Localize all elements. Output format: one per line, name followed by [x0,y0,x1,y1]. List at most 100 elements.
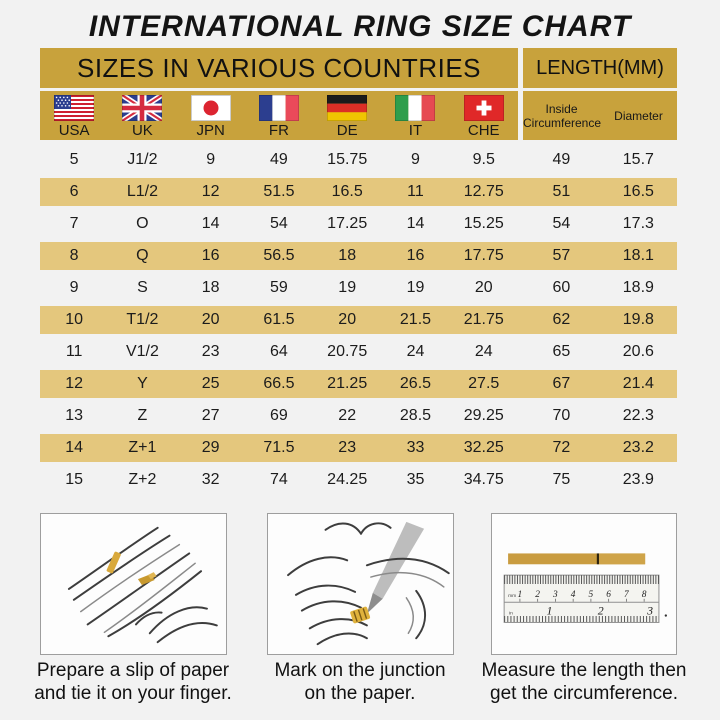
table-cell: L1/2 [126,183,158,200]
table-cell: 19 [406,279,425,296]
table-cell: 26.5 [399,375,432,392]
table-cell: Z [137,407,148,424]
instruction-figure-mark-junction [267,513,454,655]
column-label-uk: UK [131,122,153,139]
table-cell: 62 [552,311,571,328]
table-cell: 11 [407,183,424,200]
instruction-figure-prepare-paper [40,513,227,655]
table-cell: S [137,279,148,296]
table-cell: J1/2 [127,151,158,168]
table-cell: 20.75 [327,343,368,360]
column-label-jpn: JPN [196,122,225,139]
column-label-it: IT [408,122,423,139]
table-cell: 22 [338,407,357,424]
table-cell: 67 [552,375,571,392]
table-cell: 16 [201,247,220,264]
ruler-number: 1 [547,604,553,618]
group-header-length: LENGTH(MM) [523,48,677,88]
table-cell: 14 [65,439,84,456]
table-cell: 20 [474,279,493,296]
table-cell: 9 [69,279,79,296]
table-cell: 29.25 [463,407,504,424]
table-cell: 57 [552,247,571,264]
fr-flag-icon [258,95,299,121]
column-header-it: IT [381,91,449,140]
table-cell: Y [137,375,148,392]
column-label-che: CHE [467,122,500,139]
caption-line: on the paper. [304,683,416,704]
ruler-number: 2 [598,604,604,618]
ruler-number: 3 [646,604,653,618]
table-cell: 14 [406,215,425,232]
table-cell: 29 [201,439,220,456]
ruler-number: 6 [606,590,611,600]
instruction-caption-2: Mark on the junction on the paper. [244,659,476,705]
table-cell: 24 [474,343,493,360]
table-cell: 51.5 [263,183,295,200]
che-flag-icon [463,95,504,121]
table-cell: 15.7 [622,151,654,168]
table-cell: 23.9 [622,471,654,488]
table-cell: 20.6 [622,343,654,360]
table-cell: 19.8 [622,311,654,328]
table-row: 7 O 14 54 17.25 14 15.25 54 17.3 [40,208,677,240]
hand-with-paper-strip-illustration [67,526,218,644]
caption-line: Measure the length then [481,660,687,681]
table-cell: 21.5 [399,311,432,328]
table-cell: 14 [201,215,220,232]
table-cell: 16.5 [331,183,363,200]
table-cell: 70 [552,407,571,424]
table-row: 10 T1/2 20 61.5 20 21.5 21.75 62 19.8 [40,304,677,336]
table-cell: 20 [201,311,220,328]
column-label-de: DE [336,122,358,139]
caption-line: get the circumference. [490,683,678,704]
table-cell: 17.3 [622,215,654,232]
it-flag-icon [395,95,436,121]
table-row: 5 J1/2 9 49 15.75 9 9.5 49 15.7 [40,144,677,176]
table-cell: Z+1 [128,439,157,456]
table-cell: 12.75 [463,183,504,200]
column-header-uk: UK [108,91,176,140]
column-header-row: USA UK [40,91,677,140]
table-row: 13 Z 27 69 22 28.5 29.25 70 22.3 [40,400,677,432]
table-cell: 25 [201,375,220,392]
table-cell: 9 [206,151,216,168]
page-title: INTERNATIONAL RING SIZE CHART [88,10,632,43]
table-cell: 13 [65,407,84,424]
table-cell: 49 [552,151,571,168]
table-cell: 17.25 [327,215,368,232]
table-cell: 16 [406,247,425,264]
table-row: 6 L1/2 12 51.5 16.5 11 12.75 51 16.5 [40,176,677,208]
table-cell: 20 [338,311,357,328]
ruler-number: 5 [589,590,594,600]
column-label-inside-circumference: Inside Circumference [523,101,602,130]
length-headers: Inside Circumference Diameter [523,91,677,140]
table-cell: 32.25 [463,439,504,456]
table-cell: 18 [201,279,220,296]
ruler-number: 1 [518,590,523,600]
table-cell: 49 [270,151,288,168]
table-row: 11 V1/2 23 64 20.75 24 24 65 20.6 [40,336,677,368]
table-cell: 8 [69,247,79,264]
caption-line: Mark on the junction [274,660,446,681]
table-cell: 27.5 [468,375,500,392]
table-cell: 16.5 [622,183,654,200]
table-cell: 15 [65,471,84,488]
column-header-usa: USA [40,91,108,140]
jpn-flag-icon [190,95,231,121]
table-cell: 24.25 [327,471,368,488]
table-cell: 24 [406,343,425,360]
table-cell: 64 [270,343,288,360]
table-cell: V1/2 [125,343,159,360]
ruler-number: 2 [535,590,540,600]
flags-strip: USA UK [40,91,518,140]
table-row: 12 Y 25 66.5 21.25 26.5 27.5 67 21.4 [40,368,677,400]
group-header-row: SIZES IN VARIOUS COUNTRIES LENGTH(MM) [40,48,677,88]
group-header-sizes-label: SIZES IN VARIOUS COUNTRIES [76,52,481,83]
table-cell: 12 [201,183,220,200]
table-cell: 23.2 [622,439,654,456]
table-cell: 60 [552,279,571,296]
table-cell: 22.3 [622,407,654,424]
paper-strip [508,553,646,565]
